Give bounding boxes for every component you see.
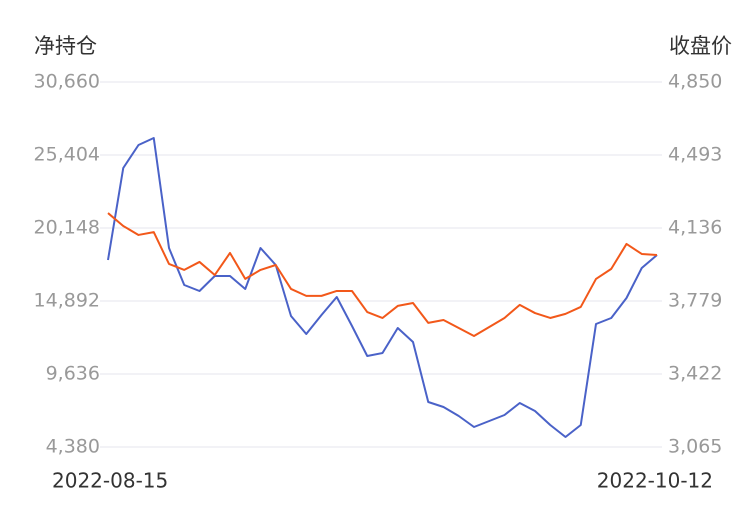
- line-series: [107, 137, 658, 438]
- y-tick-label: 25,404: [34, 144, 100, 166]
- y2-tick-label: 4,850: [668, 71, 722, 93]
- y-tick-label: 4,380: [46, 436, 100, 458]
- x-tick-label: 2022-08-15: [52, 469, 168, 493]
- y2-tick-label: 3,422: [668, 363, 722, 385]
- line-series: [107, 212, 658, 337]
- y-tick-label: 9,636: [46, 363, 100, 385]
- y2-tick-label: 3,065: [668, 436, 722, 458]
- y-tick-label: 20,148: [34, 217, 100, 239]
- y-tick-label: 14,892: [34, 290, 100, 312]
- y2-tick-label: 4,493: [668, 144, 722, 166]
- x-tick-label: 2022-10-12: [597, 469, 713, 493]
- y2-tick-label: 4,136: [668, 217, 722, 239]
- y-tick-label: 30,660: [34, 71, 100, 93]
- y2-tick-label: 3,779: [668, 290, 722, 312]
- y2-axis-title: 收盘价: [669, 34, 732, 58]
- y-axis-title: 净持仓: [34, 34, 97, 58]
